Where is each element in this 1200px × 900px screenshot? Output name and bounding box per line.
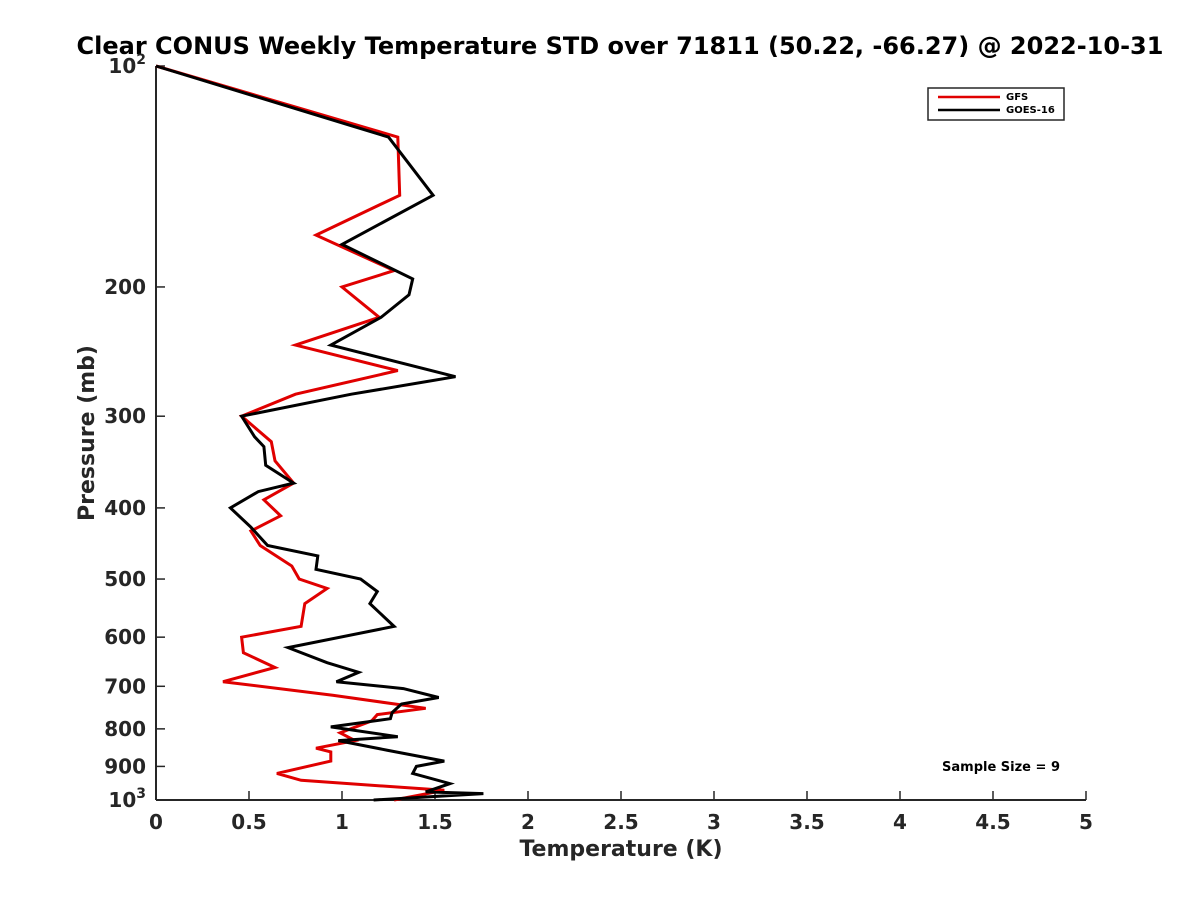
- x-tick-label: 3: [707, 810, 721, 834]
- x-tick-label: 0: [149, 810, 163, 834]
- legend-label-gfs: GFS: [1006, 92, 1028, 103]
- y-tick-label: 300: [104, 404, 146, 428]
- x-tick-label: 0.5: [231, 810, 266, 834]
- x-tick-label: 3.5: [789, 810, 824, 834]
- x-axis-label: Temperature (K): [519, 837, 722, 862]
- sample-size-annotation: Sample Size = 9: [942, 760, 1060, 775]
- series-line-gfs: [155, 64, 445, 802]
- y-tick-label: 200: [104, 275, 146, 299]
- legend: GFS GOES-16: [927, 87, 1065, 121]
- x-tick-label: 5: [1079, 810, 1093, 834]
- y-tick-label: 900: [104, 754, 146, 778]
- y-tick-label: 103: [108, 786, 146, 812]
- x-ticks: 0 0.5 1 1.5 2 2.5 3 3.5 4 4.5 5: [149, 791, 1093, 834]
- legend-box: [927, 87, 1065, 121]
- y-ticks: 102 200 300 400 500 600 700 800 900 103: [104, 52, 165, 812]
- y-tick-label: 800: [104, 717, 146, 741]
- x-tick-label: 2.5: [603, 810, 638, 834]
- x-tick-label: 1: [335, 810, 349, 834]
- x-tick-label: 4: [893, 810, 907, 834]
- series-line-goes16: [155, 64, 484, 802]
- y-tick-label: 102: [108, 52, 146, 78]
- legend-label-goes16: GOES-16: [1006, 105, 1055, 116]
- y-tick-label: 700: [104, 674, 146, 698]
- series-lines: [155, 64, 484, 802]
- x-tick-label: 1.5: [417, 810, 452, 834]
- x-tick-label: 4.5: [975, 810, 1010, 834]
- y-axis-label: Pressure (mb): [75, 345, 100, 521]
- y-tick-label: 500: [104, 567, 146, 591]
- chart-title: Clear CONUS Weekly Temperature STD over …: [77, 32, 1164, 60]
- y-tick-label: 400: [104, 496, 146, 520]
- x-tick-label: 2: [521, 810, 535, 834]
- y-tick-label: 600: [104, 625, 146, 649]
